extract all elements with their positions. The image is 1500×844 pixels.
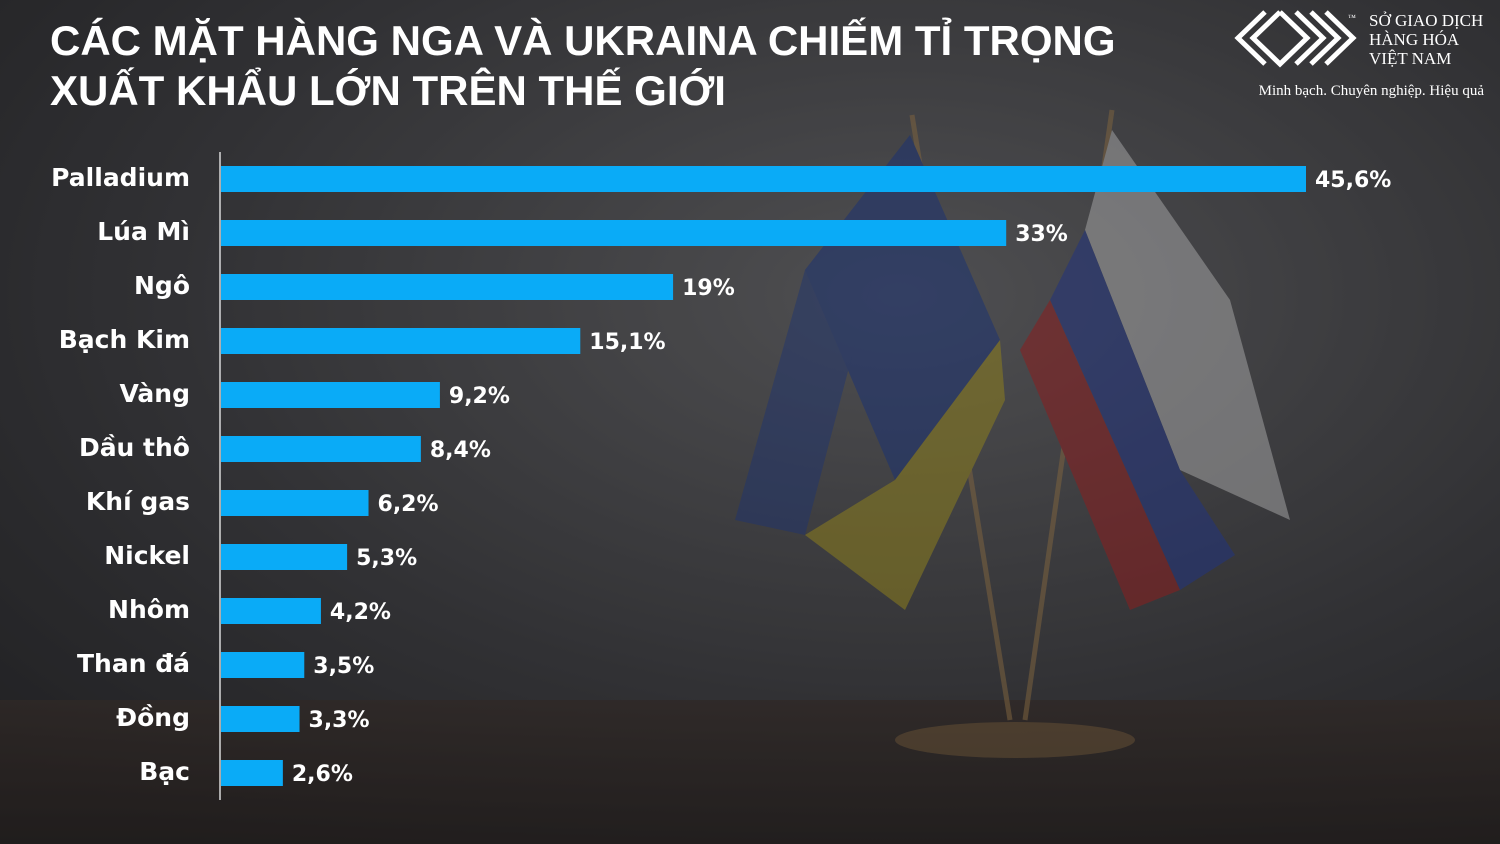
value-label: 3,5% <box>313 654 374 679</box>
logo-text: VIỆT NAM <box>1369 49 1451 68</box>
value-label: 3,3% <box>309 708 370 733</box>
chart-title: CÁC MẶT HÀNG NGA VÀ UKRAINA CHIẾM TỈ TRỌ… <box>50 16 1116 64</box>
logo: ™ SỞ GIAO DỊCH HÀNG HÓA VIỆT NAM Minh bạ… <box>1234 10 1485 99</box>
category-label: Khí gas <box>86 487 190 516</box>
bar <box>221 490 369 516</box>
bar <box>221 436 421 462</box>
logo-icon <box>1234 10 1357 68</box>
category-label: Bạc <box>139 757 190 786</box>
bar <box>221 274 674 300</box>
bar <box>221 328 581 354</box>
bar <box>221 706 300 732</box>
category-label: Ngô <box>134 271 190 300</box>
category-label: Than đá <box>77 649 190 678</box>
chart-title: XUẤT KHẨU LỚN TRÊN THẾ GIỚI <box>50 66 726 114</box>
category-label: Đồng <box>116 703 190 732</box>
bar <box>221 382 440 408</box>
logo-text: SỞ GIAO DỊCH <box>1369 11 1483 30</box>
value-label: 33% <box>1015 222 1068 247</box>
value-label: 2,6% <box>292 762 353 787</box>
bar <box>221 544 348 570</box>
value-label: 15,1% <box>589 330 665 355</box>
category-label: Palladium <box>51 163 190 192</box>
bar <box>221 220 1007 246</box>
value-label: 8,4% <box>430 438 491 463</box>
category-label: Lúa Mì <box>97 217 190 246</box>
bar <box>221 598 321 624</box>
category-label: Vàng <box>119 379 190 408</box>
value-label: 45,6% <box>1315 168 1391 193</box>
logo-slogan: Minh bạch. Chuyên nghiệp. Hiệu quả <box>1259 83 1485 99</box>
category-label: Nickel <box>104 541 190 570</box>
category-label: Dầu thô <box>79 433 190 462</box>
logo-text: HÀNG HÓA <box>1369 30 1460 49</box>
value-label: 5,3% <box>356 546 417 571</box>
value-label: 6,2% <box>378 492 439 517</box>
value-label: 9,2% <box>449 384 510 409</box>
logo-trademark: ™ <box>1348 13 1356 22</box>
bar <box>221 166 1306 192</box>
bar <box>221 652 305 678</box>
bar <box>221 760 283 786</box>
value-label: 4,2% <box>330 600 391 625</box>
category-label: Nhôm <box>108 595 190 624</box>
value-label: 19% <box>682 276 735 301</box>
category-label: Bạch Kim <box>59 325 190 354</box>
